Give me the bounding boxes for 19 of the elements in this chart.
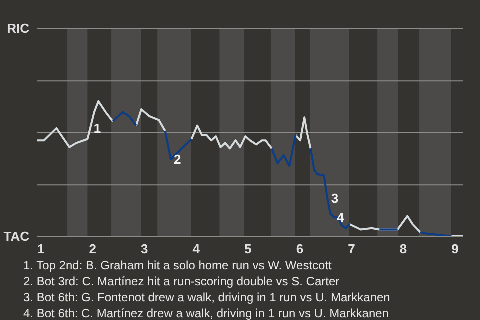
- text: 3. Bot 6th: G. Fontenot drew a walk, driving in 1 run vs U. Markkanen: [24, 290, 390, 304]
- annotation: 3: [331, 191, 339, 206]
- x-tick-label: 6: [296, 242, 304, 256]
- x-tick-label: 4: [192, 242, 201, 256]
- x-tick-label: 7: [348, 242, 356, 256]
- x-tick-label: 1: [38, 242, 45, 256]
- x-tick-label: 8: [400, 242, 408, 256]
- x-tick-label: 9: [452, 242, 459, 256]
- annotation: TAC: [4, 229, 30, 244]
- text: 2. Bot 3rd: C. Martínez hit a run-scoring double vs S. Carter: [24, 274, 340, 288]
- text: 1. Top 2nd: B. Graham hit a solo home run vs W. Westcott: [24, 258, 333, 272]
- x-tick-label: 5: [244, 242, 252, 256]
- x-tick-label: 3: [141, 242, 148, 256]
- annotation: 4: [337, 210, 346, 226]
- annotation: RIC: [7, 21, 30, 36]
- text: 4. Bot 6th: C. Martínez drew a walk, driving in 1 run vs U. Markkanen: [24, 306, 389, 320]
- x-tick-label: 2: [89, 242, 97, 256]
- annotation: 1: [94, 120, 102, 136]
- annotation: 2: [174, 152, 182, 168]
